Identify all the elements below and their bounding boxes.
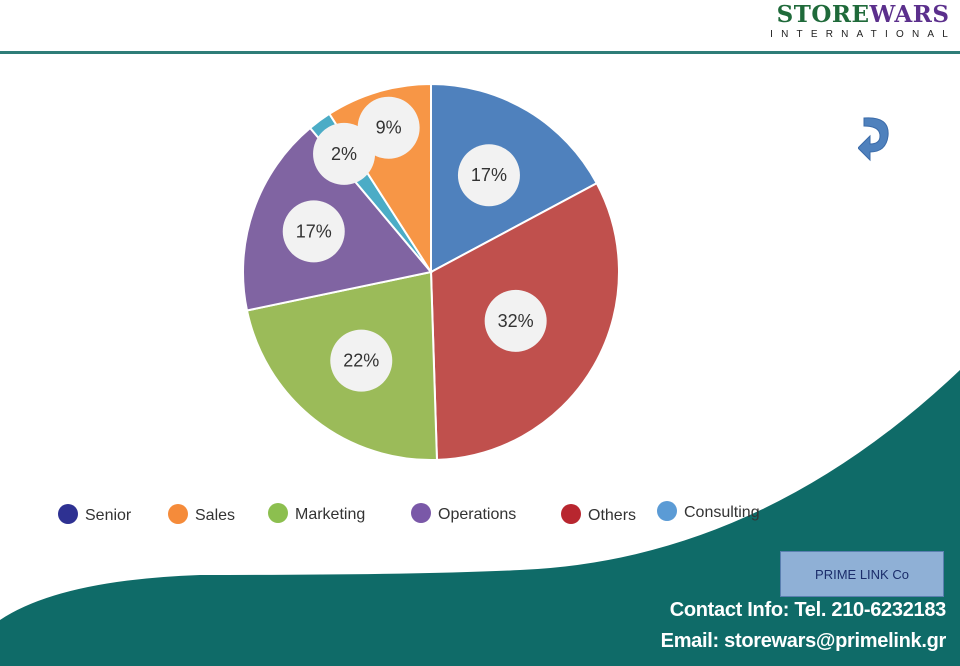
logo-wars-text: WARS (869, 1, 950, 28)
pie-label-sales: 9% (376, 118, 402, 138)
legend-swatch-others (561, 504, 581, 524)
legend-swatch-sales (168, 504, 188, 524)
pie-label-consulting: 17% (471, 165, 507, 185)
legend-label-others: Others (588, 507, 636, 524)
legend-label-consulting: Consulting (684, 504, 760, 521)
storewars-logo: STOREWARS INTERNATIONAL (770, 2, 956, 41)
pie-label-marketing: 22% (343, 351, 379, 371)
logo-wordmark: STOREWARS (770, 2, 956, 28)
legend-label-senior: Senior (85, 507, 132, 524)
legend-label-marketing: Marketing (295, 506, 365, 523)
logo-subtitle: INTERNATIONAL (770, 29, 956, 40)
teal-wave-shape (0, 370, 960, 666)
pie-label-bubble-consulting (457, 144, 520, 207)
logo-store-text: STORE (776, 1, 870, 28)
legend-swatch-operations (411, 503, 431, 523)
legend-swatch-marketing (268, 503, 288, 523)
pie-label-bubble-marketing (330, 329, 393, 392)
legend-label-sales: Sales (195, 507, 235, 524)
pie-label-operations: 17% (296, 221, 332, 241)
chart-legend: Senior Sales Marketing Operations Others Cons… (58, 501, 760, 524)
primelink-badge: PRIME LINK Co (780, 551, 944, 597)
pie-label-bubble-others (484, 289, 547, 352)
header-divider (0, 51, 960, 54)
pie-label-bubble-operations (282, 200, 345, 263)
pie-labels: 17% 32% 22% 17% 2% 9% (282, 96, 547, 392)
pie-label-bubble-sales (357, 96, 420, 159)
pie-slices (242, 82, 620, 461)
contact-email: Email: storewars@primelink.gr (660, 630, 947, 652)
contact-phone: Contact Info: Tel. 210-6232183 (669, 599, 947, 621)
back-arrow-icon[interactable] (858, 114, 894, 162)
legend-label-operations: Operations (438, 506, 516, 523)
primelink-badge-text: PRIME LINK Co (815, 566, 909, 582)
pie-label-senior: 2% (331, 144, 357, 164)
pie-label-others: 32% (498, 311, 534, 331)
legend-swatch-senior (58, 504, 78, 524)
legend-swatch-consulting (657, 501, 677, 521)
